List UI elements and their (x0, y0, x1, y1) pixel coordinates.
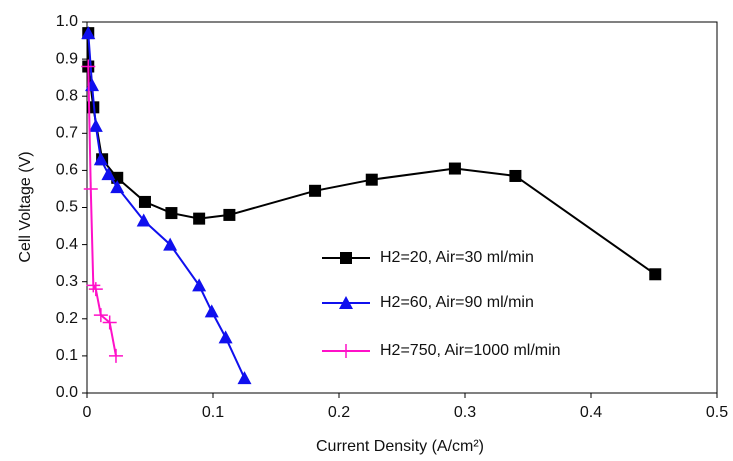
marker (110, 180, 125, 194)
marker (108, 348, 123, 363)
marker (365, 173, 378, 186)
y-tick-label: 0.5 (56, 199, 78, 216)
y-tick-label: 0.8 (56, 87, 78, 104)
x-tick-label: 0.3 (454, 404, 476, 421)
marker (223, 208, 236, 221)
legend-label: H2=20, Air=30 ml/min (380, 249, 534, 266)
marker (88, 282, 103, 297)
series-line (87, 33, 656, 276)
marker (93, 308, 108, 323)
x-tick-label: 0.1 (202, 404, 224, 421)
marker (81, 26, 96, 40)
legend-label: H2=750, Air=1000 ml/min (380, 342, 561, 359)
marker (102, 315, 117, 330)
plot-frame (86, 21, 718, 394)
marker (448, 162, 461, 175)
x-tick-label: 0 (83, 404, 92, 421)
y-tick-label: 0.1 (56, 347, 78, 364)
marker (81, 59, 96, 74)
y-tick-label: 0.9 (56, 50, 78, 67)
y-tick-label: 0.0 (56, 384, 78, 401)
marker (163, 237, 178, 251)
y-tick-label: 0.3 (56, 273, 78, 290)
marker (101, 167, 116, 181)
y-tick-label: 0.2 (56, 310, 78, 327)
x-axis-label: Current Density (A/cm²) (316, 438, 484, 455)
series-line (87, 33, 246, 379)
marker (193, 212, 206, 225)
y-tick-label: 1.0 (56, 13, 78, 30)
legend-marker (340, 252, 352, 264)
marker (83, 181, 98, 196)
marker (93, 152, 108, 166)
marker (309, 184, 322, 197)
x-tick-label: 0.4 (580, 404, 602, 421)
marker (138, 195, 151, 208)
marker (204, 304, 219, 318)
y-tick-label: 0.7 (56, 125, 78, 142)
x-tick-label: 0.5 (706, 404, 728, 421)
y-tick-label: 0.4 (56, 236, 78, 253)
marker (88, 118, 103, 132)
marker (111, 171, 124, 184)
legend-label: H2=60, Air=90 ml/min (380, 294, 534, 311)
marker (509, 169, 522, 182)
y-axis-label: Cell Voltage (V) (17, 151, 34, 262)
legend-marker (339, 344, 353, 358)
marker (649, 268, 662, 281)
marker (237, 371, 252, 385)
legend-marker (339, 296, 353, 309)
y-tick-label: 0.6 (56, 162, 78, 179)
x-tick-label: 0.2 (328, 404, 350, 421)
marker (192, 278, 207, 292)
marker (136, 213, 151, 227)
marker (165, 207, 178, 220)
marker (86, 278, 101, 293)
marker (218, 330, 233, 344)
